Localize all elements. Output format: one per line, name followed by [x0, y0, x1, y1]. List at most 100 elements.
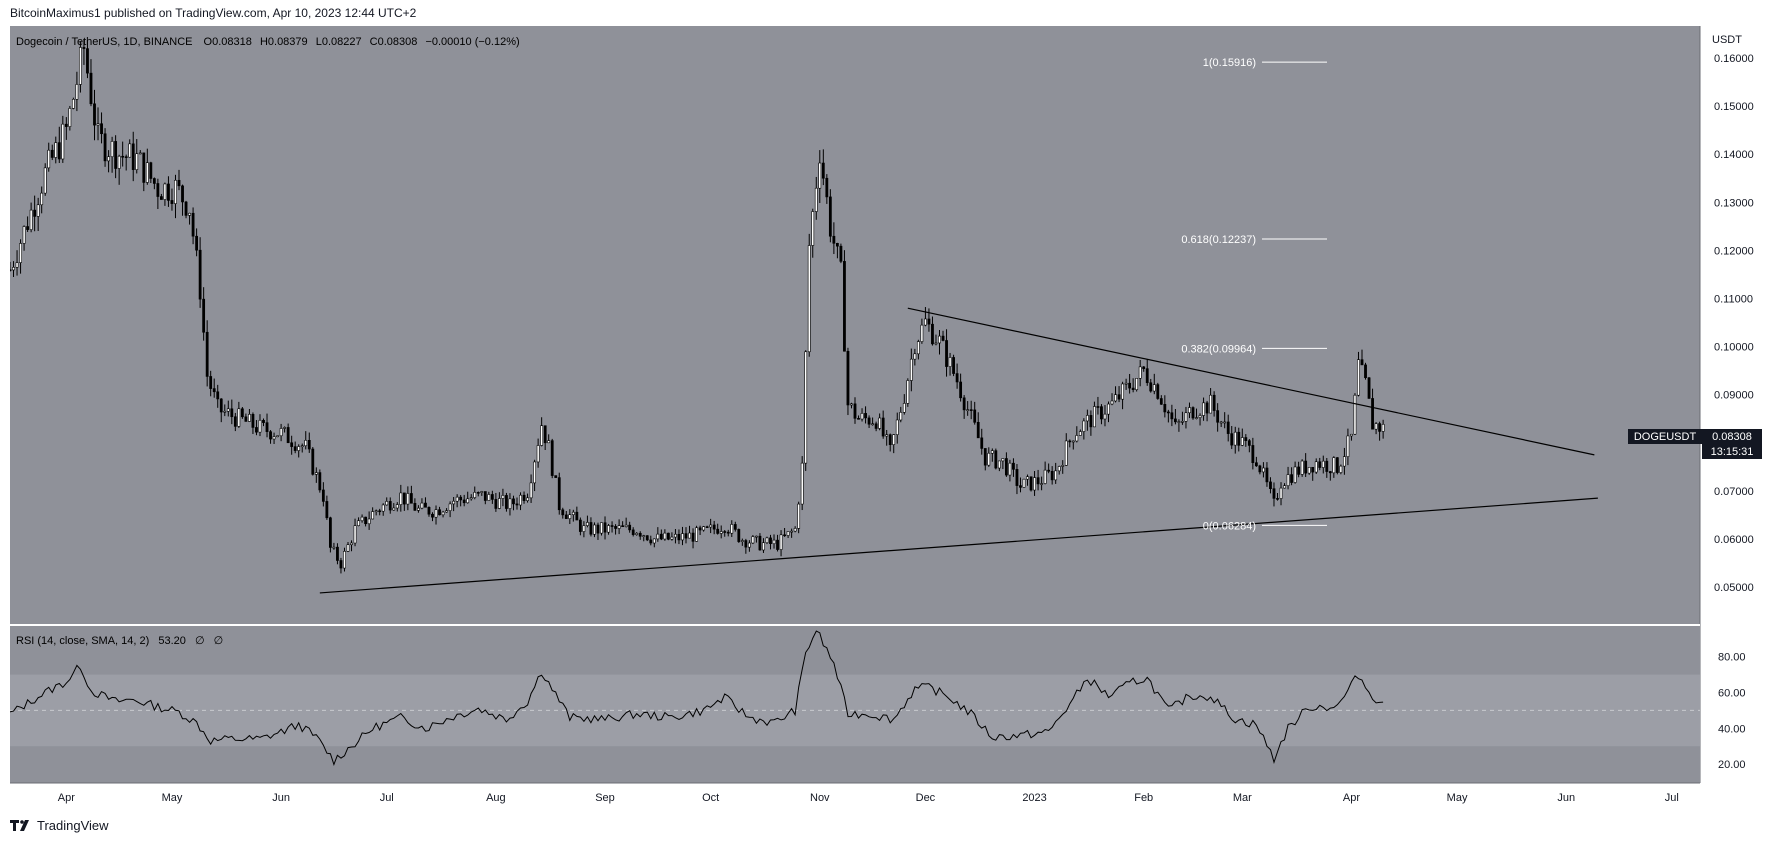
candle [36, 197, 40, 232]
price-tick-label: 0.14000 [1714, 149, 1754, 161]
candle [1089, 410, 1093, 436]
candle-body [497, 498, 501, 509]
candle-body [212, 388, 216, 393]
candle [1265, 462, 1269, 487]
candle-body [181, 185, 184, 203]
time-axis-ticks[interactable]: Apr May Jun Jul Aug Sep Oct Nov Dec 2023 Feb Mar Apr… [58, 792, 1679, 804]
candle [962, 395, 966, 419]
candle [248, 409, 251, 422]
candle-body [762, 542, 765, 551]
candle-body [793, 528, 797, 532]
candle [733, 521, 737, 532]
candle [10, 261, 12, 272]
candle [75, 71, 79, 112]
candle-body [976, 421, 980, 439]
candle [29, 202, 33, 233]
candle-body [906, 380, 910, 404]
candle-body [230, 408, 234, 418]
candle-body [1029, 476, 1033, 491]
candle-body [149, 162, 153, 179]
candle [1233, 426, 1237, 454]
candle-body [244, 416, 248, 422]
candle-body [82, 47, 86, 49]
candle [318, 469, 322, 493]
fib-levels[interactable]: 1(0.15916) 0.618(0.12237) 0.382(0.09964) 0(… [1181, 57, 1327, 532]
candle [1054, 462, 1058, 484]
candle-body [726, 531, 730, 534]
candle [167, 176, 170, 207]
candle-body [1202, 402, 1205, 416]
candle-body [350, 542, 353, 546]
candle [290, 435, 294, 455]
candle-body [850, 403, 853, 406]
trendlines[interactable] [319, 307, 1598, 594]
rsi-legend-extra-2: ∅ [214, 635, 224, 647]
candle [497, 492, 501, 510]
candle [1036, 469, 1040, 491]
candle-body [853, 403, 857, 419]
rsi-legend[interactable]: RSI (14, close, SMA, 14, 2) 53.20 ∅ ∅ [16, 635, 223, 647]
candle [1346, 428, 1350, 466]
candle-body [1364, 364, 1367, 379]
candle-body [920, 324, 924, 342]
candle-body [378, 510, 382, 513]
candle-body [19, 243, 22, 263]
open-value: 0.08318 [212, 36, 252, 48]
candle [1057, 465, 1061, 475]
candle [885, 429, 889, 446]
candle-body [145, 162, 149, 183]
candle-body [1082, 420, 1086, 432]
candle [740, 538, 744, 546]
candle-body [1328, 471, 1332, 474]
candle [1022, 478, 1026, 488]
candle [948, 352, 952, 376]
candle-body [216, 391, 220, 400]
candle [424, 497, 427, 508]
candle [811, 208, 815, 258]
candle-body [325, 501, 329, 519]
candle-body [388, 501, 392, 511]
candle [649, 535, 653, 546]
change-value: −0.00010 (−0.12%) [425, 36, 519, 48]
candle-body [642, 535, 646, 537]
tradingview-logo[interactable]: TradingView [10, 818, 109, 833]
candle [57, 126, 61, 163]
candle-body [202, 298, 206, 333]
candle-body [318, 472, 322, 491]
candle [469, 494, 473, 501]
candle [374, 509, 378, 516]
candle [1230, 426, 1234, 450]
candle-body [1191, 407, 1195, 419]
candle-body [237, 408, 241, 427]
ohlc-legend[interactable]: Dogecoin / TetherUS, 1D, BINANCE O0.0831… [16, 36, 520, 48]
candle-body [26, 226, 30, 230]
fib-level-label: 0(0.06284) [1203, 520, 1256, 532]
candle [1152, 373, 1156, 395]
price-axis-ticks[interactable]: 0.16000 0.15000 0.14000 0.13000 0.12000 0.110… [1714, 53, 1754, 594]
rsi-legend-name: RSI (14, close, SMA, 14, 2) [16, 635, 149, 647]
price-badges: DOGEUSDT 0.08308 13:15:31 [1628, 429, 1762, 459]
candle-body [779, 534, 783, 550]
candle [867, 415, 871, 428]
candle [1191, 406, 1195, 420]
candle-body [945, 340, 948, 367]
candle-body [33, 209, 37, 217]
candle-body [1240, 437, 1244, 446]
time-tick-label: Jun [1557, 792, 1575, 804]
candle [1290, 467, 1293, 486]
candle [68, 105, 72, 131]
candle [540, 417, 544, 447]
publisher-line: BitcoinMaximus1 published on TradingView… [10, 6, 417, 20]
candle-body [902, 403, 906, 413]
rsi-axis-ticks[interactable]: 80.00 60.00 40.00 20.00 [1718, 652, 1746, 771]
candle-body [304, 440, 308, 447]
candle-body [297, 446, 301, 451]
candle [614, 524, 617, 535]
candle-body [1321, 460, 1325, 468]
candle [1251, 437, 1255, 470]
candle [1177, 419, 1181, 432]
candle [86, 40, 89, 79]
candle-body [346, 544, 350, 552]
chart-area[interactable]: 1(0.15916) 0.618(0.12237) 0.382(0.09964) 0(… [10, 26, 1767, 810]
candle [43, 163, 47, 196]
